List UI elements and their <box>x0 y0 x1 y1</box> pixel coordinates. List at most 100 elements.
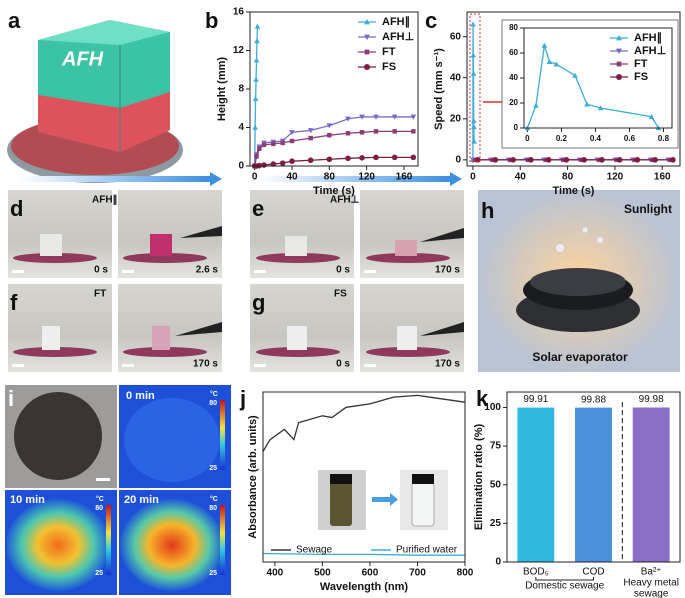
panel-label: i <box>8 386 14 411</box>
marker <box>470 21 476 27</box>
y-tick-label: 60 <box>509 48 518 57</box>
marker <box>545 157 552 163</box>
time-label: 0 s <box>94 265 108 276</box>
colorbar-unit: °C <box>96 495 104 503</box>
x-tick-label: 500 <box>314 568 331 579</box>
legend-label: FT <box>382 46 396 58</box>
sample-label: AFH∥ <box>92 195 118 206</box>
marker <box>634 157 641 163</box>
y-tick-label: 12 <box>233 45 245 56</box>
axes-frame <box>249 11 419 167</box>
vial-arrow-head <box>390 493 398 506</box>
x-tick-label: 40 <box>286 172 298 183</box>
marker <box>289 138 295 144</box>
panel-label: d <box>10 196 23 221</box>
group-label: Heavy metal <box>623 578 679 589</box>
photo <box>360 284 464 372</box>
x-tick-label: 0 <box>525 134 530 143</box>
marker <box>345 116 351 122</box>
legend-label: AFH∥ <box>382 16 410 28</box>
series-line <box>262 552 465 556</box>
x-tick-label: BOD₅ <box>523 567 549 578</box>
panel-label: f <box>10 290 18 315</box>
panel-label: c <box>425 8 437 33</box>
legend-label: FS <box>382 61 396 73</box>
marker <box>597 105 604 111</box>
chart: 0 25 50 75 100 Elimination ratio (%) 99.91 BOD₅… <box>473 391 681 598</box>
legend-label: AFH⊥ <box>634 45 666 57</box>
x-tick-label: 0.4 <box>590 134 602 143</box>
marker <box>261 162 267 168</box>
legend-marker <box>364 64 370 70</box>
y-tick-label: 0 <box>514 123 519 132</box>
value-label: 99.91 <box>523 394 548 405</box>
marker <box>373 154 379 161</box>
y-tick-label: 16 <box>233 7 245 18</box>
marker <box>471 138 477 144</box>
marker <box>563 157 570 163</box>
x-tick-label: 400 <box>267 568 284 579</box>
legend-marker <box>616 48 622 54</box>
photo <box>360 190 464 278</box>
y-tick-label: 80 <box>509 23 518 32</box>
marker <box>546 58 553 64</box>
series-line <box>262 394 466 452</box>
x-tick-label: 160 <box>396 172 413 183</box>
y-tick-label: 0 <box>238 161 244 172</box>
group-bracket <box>535 577 594 581</box>
x-tick-label: 600 <box>362 568 379 579</box>
axes-frame <box>466 11 681 167</box>
legend-label: Purified water <box>396 545 458 556</box>
marker <box>326 123 333 129</box>
colorbar-unit: °C <box>210 390 218 398</box>
colorbar-min: 25 <box>209 465 217 472</box>
time-label: 170 s <box>193 359 218 370</box>
marker <box>373 129 379 134</box>
marker <box>254 154 259 159</box>
time-label: 170 s <box>435 359 460 370</box>
marker <box>254 38 260 44</box>
marker <box>471 124 477 130</box>
marker <box>411 129 416 134</box>
vial <box>330 482 352 526</box>
x-tick-label: 700 <box>409 568 426 579</box>
scale-bars <box>12 270 376 367</box>
panel-label: a <box>8 8 21 33</box>
x-tick-label: 80 <box>324 172 336 183</box>
marker <box>326 156 333 163</box>
y-tick-label: 0 <box>455 154 461 165</box>
x-tick-label: 80 <box>562 172 574 183</box>
y-tick-label: 20 <box>509 98 518 107</box>
legend-marker <box>616 61 622 67</box>
time-label: 170 s <box>435 265 460 276</box>
photo <box>8 284 112 372</box>
marker <box>270 161 277 167</box>
block-label: AFH <box>61 48 104 70</box>
legend-marker <box>616 35 622 41</box>
x-tick-label: 40 <box>515 172 527 183</box>
y-axis-label: Height (mm) <box>216 57 228 122</box>
vial-cap <box>412 474 434 484</box>
photo <box>8 190 112 278</box>
y-tick-label: 100 <box>484 402 501 413</box>
marker <box>553 61 560 67</box>
colorbar-min: 25 <box>95 570 103 577</box>
y-tick-label: 4 <box>238 122 244 133</box>
series-line <box>254 130 414 167</box>
panel-label: e <box>252 196 264 221</box>
y-tick-label: 20 <box>450 113 462 124</box>
y-axis-label: Speed (mm s⁻¹) <box>433 48 445 130</box>
chart: 0 20 40 60 0 40 80 120 160 Time (s) Speed (mm s⁻¹) <box>433 11 681 197</box>
marker <box>359 114 365 120</box>
y-tick-label: 50 <box>490 479 502 490</box>
marker <box>391 114 398 120</box>
marker <box>253 57 260 63</box>
panel-a-image: AFH <box>7 20 183 183</box>
time-label: 10 min <box>10 494 45 506</box>
marker <box>308 135 313 141</box>
marker <box>327 132 332 138</box>
marker <box>252 95 259 101</box>
arrow <box>20 176 210 182</box>
series-line <box>526 45 659 129</box>
